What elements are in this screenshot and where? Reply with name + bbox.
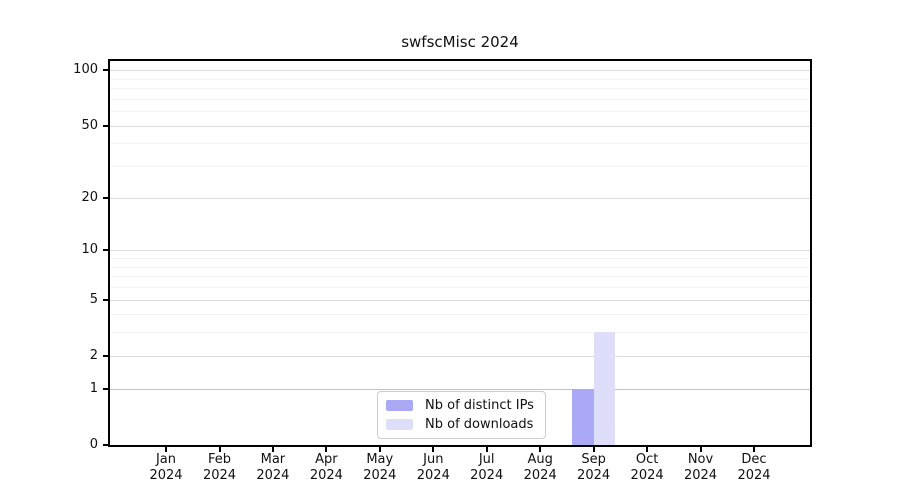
y-tick-label: 5 [89, 291, 98, 307]
x-tick-month: Feb [207, 452, 232, 467]
x-tick [218, 445, 221, 452]
x-tick-month: Sep [581, 452, 606, 467]
y-tick-label: 100 [73, 62, 98, 78]
y-tick-label: 10 [81, 242, 98, 258]
x-tick-label: Jul 2024 [455, 452, 519, 484]
gridline-minor [110, 98, 810, 100]
x-tick-label: Dec 2024 [722, 452, 786, 484]
x-tick-year: 2024 [737, 468, 771, 483]
x-tick [753, 445, 755, 452]
y-tick-label: 0 [89, 437, 98, 452]
gridline-major [110, 355, 810, 357]
x-tick [485, 445, 488, 452]
x-tick [271, 445, 274, 452]
y-tick [103, 354, 110, 357]
x-tick-month: Mar [260, 452, 286, 467]
x-tick-year: 2024 [683, 468, 718, 483]
x-tick-month: Jul [478, 452, 495, 467]
x-tick [378, 445, 381, 452]
x-tick-year: 2024 [309, 468, 343, 483]
x-tick [646, 445, 649, 452]
chart-title: swfscMisc 2024 [401, 33, 519, 51]
y-tick-label: 50 [81, 117, 98, 133]
gridline-minor [110, 111, 810, 113]
gridline-major [110, 125, 810, 127]
bar-distinct-ips [572, 388, 594, 445]
x-tick [165, 445, 167, 452]
gridline-minor [110, 258, 810, 259]
x-tick-label: Jan 2024 [134, 452, 198, 484]
gridline-major [110, 250, 810, 252]
y-tick [103, 124, 110, 127]
y-tick-label: 2 [89, 347, 98, 363]
y-tick-label: 1 [89, 380, 98, 396]
x-tick-year: 2024 [256, 468, 290, 483]
x-tick [539, 445, 542, 452]
y-tick [103, 249, 110, 252]
x-tick-label: Sep 2024 [562, 452, 626, 484]
gridline-minor [110, 286, 810, 288]
x-tick-year: 2024 [149, 468, 183, 483]
gridline-minor [110, 78, 810, 80]
x-tick-label: Jun 2024 [401, 452, 465, 484]
x-tick-year: 2024 [577, 468, 611, 483]
x-tick-month: Jan [155, 452, 177, 467]
x-tick-label: Mar 2024 [241, 452, 305, 484]
y-tick [103, 387, 110, 390]
gridline-minor [110, 276, 810, 278]
y-tick [103, 444, 110, 446]
x-tick-year: 2024 [363, 468, 397, 483]
x-tick [592, 445, 595, 452]
x-tick-label: May 2024 [348, 452, 412, 484]
y-tick [103, 298, 110, 301]
gridline-major [110, 388, 810, 390]
gridline-major [110, 299, 810, 301]
plot-area: Nb of distinct IPs Nb of downloads 0 1 2 5 1… [73, 59, 812, 483]
gridline-minor [110, 332, 810, 334]
gridline-major [110, 197, 810, 199]
gridline-minor [110, 88, 810, 89]
x-tick [699, 445, 702, 452]
y-tick-label: 20 [81, 189, 98, 205]
gridline-minor [110, 143, 810, 145]
x-tick-year: 2024 [470, 468, 504, 483]
x-tick-month: Nov [687, 452, 714, 467]
legend-swatch-downloads [386, 419, 413, 430]
gridline-minor [110, 266, 810, 268]
x-tick-year: 2024 [630, 468, 664, 483]
x-tick-month: Oct [635, 452, 659, 467]
legend-row: Nb of distinct IPs [386, 398, 534, 413]
legend-row: Nb of downloads [386, 417, 534, 432]
x-tick-label: Oct 2024 [615, 452, 679, 484]
gridline-minor [110, 314, 810, 316]
x-tick-month: Apr [315, 452, 338, 467]
x-tick [325, 445, 328, 452]
x-tick [432, 445, 435, 452]
x-tick-year: 2024 [202, 468, 237, 483]
legend-label-distinct-ips: Nb of distinct IPs [425, 398, 534, 413]
y-tick [103, 69, 110, 72]
x-tick-label: Feb 2024 [188, 452, 252, 484]
x-tick-month: May [366, 452, 394, 467]
x-tick-month: Aug [527, 452, 553, 467]
x-tick-label: Apr 2024 [294, 452, 358, 484]
x-tick-year: 2024 [416, 468, 450, 483]
legend-swatch-distinct-ips [386, 400, 413, 411]
x-tick-label: Nov 2024 [669, 452, 733, 484]
x-tick-month: Jun [423, 452, 444, 467]
bar-downloads [593, 332, 615, 445]
gridline-minor [110, 166, 810, 168]
x-tick-label: Aug 2024 [508, 452, 572, 484]
gridline-major [110, 70, 810, 72]
legend: Nb of distinct IPs Nb of downloads [377, 391, 546, 439]
y-tick [103, 196, 110, 199]
x-tick-month: Dec [741, 452, 767, 467]
legend-label-downloads: Nb of downloads [425, 417, 534, 432]
x-tick-year: 2024 [523, 468, 557, 483]
